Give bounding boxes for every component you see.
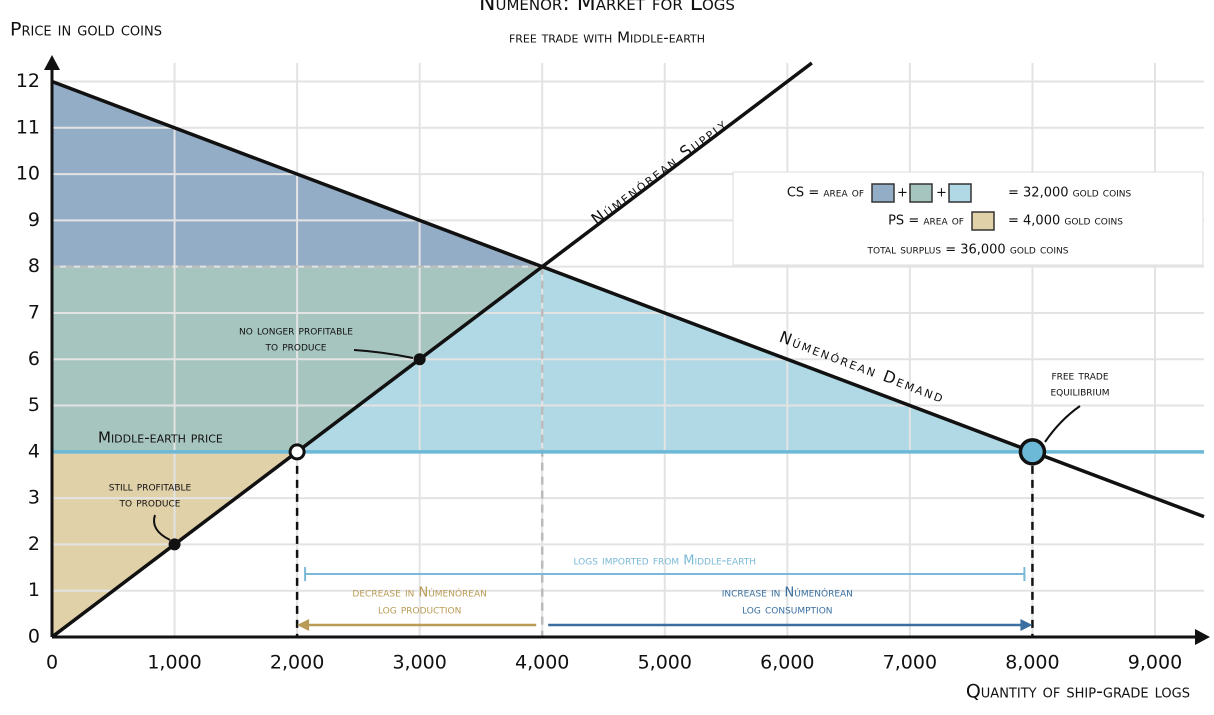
legend-text: = 32,000 gold coins	[1008, 186, 1132, 201]
pointer	[1044, 405, 1081, 443]
arrow-head	[297, 618, 310, 631]
y-tick-label: 10	[16, 163, 40, 185]
legend-swatch	[971, 211, 995, 231]
y-tick-label: 8	[28, 255, 40, 277]
annotation: still profitable	[109, 480, 192, 495]
x-tick-label: 5,000	[638, 652, 692, 674]
pointer	[353, 349, 414, 359]
x-tick-label: 0	[46, 652, 58, 674]
legend-text: CS = area of	[787, 186, 864, 201]
x-tick-label: 6,000	[760, 652, 814, 674]
legend-text: +	[936, 186, 947, 201]
chart-subtitle: free trade with Middle-earth	[509, 29, 705, 47]
y-tick-label: 6	[28, 348, 40, 370]
y-tick-label: 7	[28, 301, 40, 323]
x-tick-label: 3,000	[392, 652, 446, 674]
pointer	[153, 514, 171, 541]
y-axis-label: Price in gold coins	[10, 19, 162, 41]
annotation: to produce	[119, 496, 181, 511]
arrow-label: decrease in Númenórean	[352, 585, 486, 600]
x-tick-label: 1,000	[147, 652, 201, 674]
y-tick-label: 4	[28, 440, 40, 462]
x-tick-label: 9,000	[1128, 652, 1182, 674]
y-tick-label: 11	[16, 116, 40, 138]
legend-text: total surplus = 36,000 gold coins	[867, 243, 1069, 258]
x-tick-label: 4,000	[515, 652, 569, 674]
x-tick-label: 8,000	[1005, 652, 1059, 674]
x-tick-label: 2,000	[270, 652, 324, 674]
arrow-label: increase in Númenórean	[722, 585, 853, 600]
pointers	[153, 349, 1081, 541]
x-tick-label: 7,000	[883, 652, 937, 674]
series-label: Middle-earth price	[98, 429, 223, 447]
y-tick-label: 1	[28, 579, 40, 601]
legend-swatch	[871, 183, 895, 203]
series-line	[51, 79, 1205, 519]
legend-swatch	[948, 183, 972, 203]
arrow-label: log production	[378, 602, 461, 617]
chart-title: Númenor: Market for Logs	[479, 0, 735, 16]
annotation: equilibrium	[1050, 385, 1109, 400]
arrow-head	[1020, 618, 1033, 631]
y-tick-label: 5	[28, 394, 40, 416]
arrow-label: log consumption	[742, 602, 832, 617]
x-axis-label: Quantity of ship-grade logs	[966, 681, 1190, 703]
y-arrow	[44, 55, 60, 70]
y-tick-label: 0	[28, 626, 40, 648]
legend-text: PS = area of	[888, 214, 964, 229]
y-tick-label: 12	[16, 70, 40, 92]
annotation: to produce	[265, 340, 327, 355]
y-tick-label: 3	[28, 487, 40, 509]
annotation: no longer profitable	[239, 324, 353, 339]
legend-swatch	[909, 183, 933, 203]
point	[413, 353, 426, 366]
arrow-label: logs imported from Middle-earth	[573, 554, 756, 569]
legend-text: +	[897, 186, 908, 201]
point	[168, 538, 181, 551]
point	[1018, 438, 1047, 466]
axes	[44, 55, 1210, 645]
annotation: free trade	[1051, 369, 1108, 384]
y-tick-label: 9	[28, 209, 40, 231]
legend: CS = area of + + = 32,000 gold coins PS = ar…	[787, 183, 1132, 258]
point	[288, 443, 306, 461]
y-tick-label: 2	[28, 533, 40, 555]
series-label: Númenórean Supply	[588, 114, 732, 229]
legend-text: = 4,000 gold coins	[1008, 214, 1123, 229]
x-arrow	[1195, 629, 1210, 645]
